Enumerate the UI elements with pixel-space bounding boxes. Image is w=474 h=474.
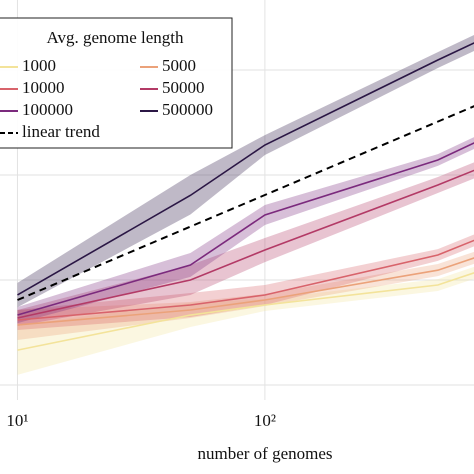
series-line (17, 169, 474, 319)
error-band (17, 35, 474, 308)
axes: 10¹ 10² (6, 411, 276, 430)
x-axis-label: number of genomes (197, 444, 332, 463)
error-band (17, 251, 474, 341)
series-line (17, 257, 474, 326)
legend-box (0, 17, 233, 149)
series-line (17, 142, 474, 316)
legend-label: 100000 (22, 100, 73, 119)
error-band (17, 234, 474, 331)
series-line (17, 42, 474, 296)
legend-title: Avg. genome length (46, 28, 184, 47)
legend-label: linear trend (22, 122, 100, 141)
error-band (17, 137, 474, 324)
series-line (17, 272, 474, 351)
plot-area (0, 0, 474, 400)
legend-label: 5000 (162, 56, 196, 75)
error-band (17, 162, 474, 326)
series-line (17, 239, 474, 321)
x-tick-label: 10² (254, 411, 276, 430)
legend: Avg. genome length 1000 5000 10000 50000 100… (0, 17, 233, 149)
legend-label: 50000 (162, 78, 205, 97)
trend-line (17, 105, 474, 301)
x-tick-label: 10¹ (6, 411, 28, 430)
legend-label: 1000 (22, 56, 56, 75)
legend-label: 10000 (22, 78, 65, 97)
legend-label: 500000 (162, 100, 213, 119)
